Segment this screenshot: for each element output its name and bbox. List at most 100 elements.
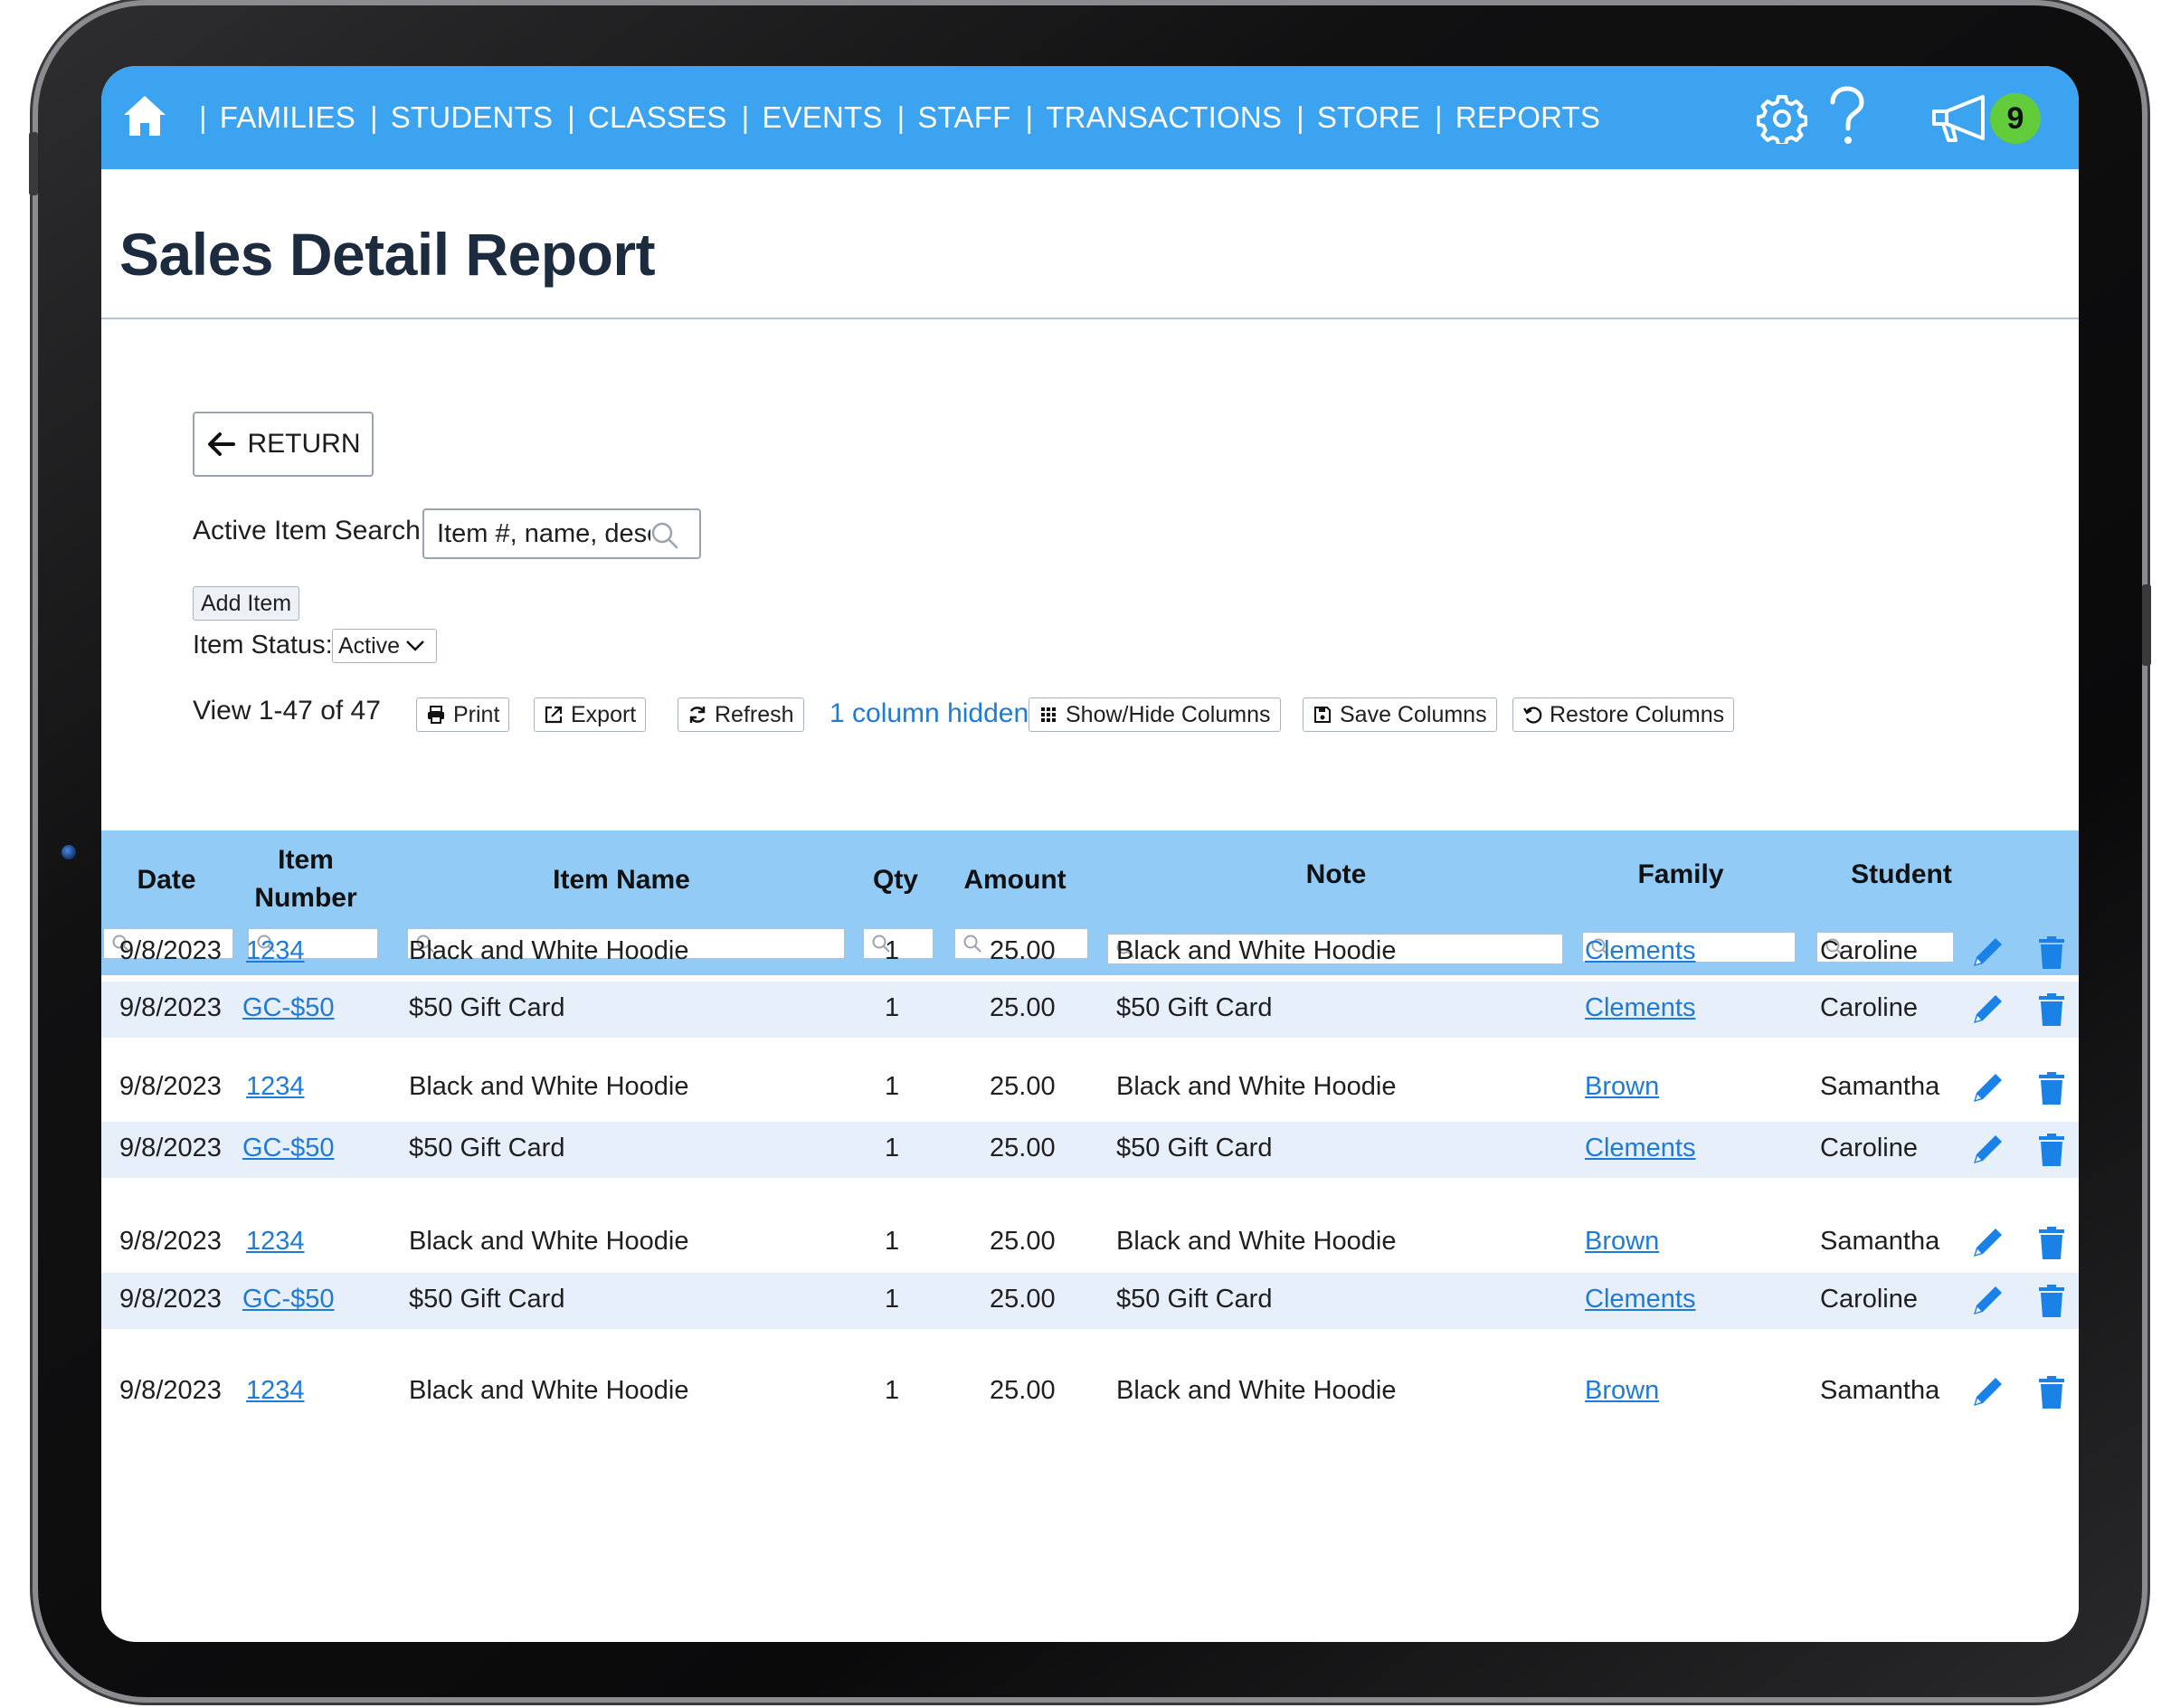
student-filter-input[interactable]: [1816, 932, 1954, 963]
return-label: RETURN: [247, 429, 361, 459]
cell-item-number[interactable]: GC-$50: [242, 1285, 335, 1314]
nav-separator: |: [1025, 100, 1034, 134]
qty-filter-input[interactable]: [863, 928, 934, 959]
cell-item-number[interactable]: GC-$50: [242, 993, 335, 1022]
item-name-filter-input[interactable]: [407, 928, 845, 959]
show-hide-columns-button[interactable]: Show/Hide Columns: [1029, 697, 1281, 732]
trash-icon[interactable]: [2037, 1375, 2066, 1409]
column-header-note[interactable]: Note: [1305, 859, 1367, 889]
cell-family[interactable]: Clements: [1585, 936, 1696, 965]
cell-date: 9/8/2023: [119, 1285, 222, 1314]
item-status-select[interactable]: Active: [332, 629, 437, 663]
nav-item-classes[interactable]: CLASSES: [587, 100, 727, 134]
nav-item-events[interactable]: EVENTS: [762, 100, 883, 134]
trash-icon[interactable]: [2037, 1284, 2066, 1318]
cell-item-number[interactable]: 1234: [246, 936, 305, 965]
cell-item-number[interactable]: 1234: [246, 1376, 305, 1405]
export-button[interactable]: Export: [534, 697, 647, 732]
pencil-icon[interactable]: [1970, 1373, 2006, 1409]
pencil-icon[interactable]: [1970, 1224, 2006, 1260]
refresh-button[interactable]: Refresh: [678, 697, 804, 732]
return-button[interactable]: RETURN: [193, 412, 374, 477]
print-button[interactable]: Print: [416, 697, 510, 732]
item-search-input[interactable]: [435, 510, 652, 557]
trash-icon[interactable]: [2037, 992, 2066, 1027]
trash-icon[interactable]: [2037, 1133, 2066, 1167]
nav-separator: |: [896, 100, 905, 134]
column-header-item-number[interactable]: Item Number: [233, 841, 378, 917]
item-search-label: Active Item Search:: [193, 516, 429, 546]
date-filter-input[interactable]: [103, 928, 233, 959]
search-icon: [1825, 938, 1844, 956]
cell-family[interactable]: Brown: [1585, 1227, 1660, 1256]
cell-item-name: Black and White Hoodie: [409, 1376, 689, 1405]
restore-columns-button[interactable]: Restore Columns: [1512, 697, 1735, 732]
column-header-date[interactable]: Date: [137, 865, 196, 895]
question-icon[interactable]: [1825, 86, 1867, 149]
print-label: Print: [453, 701, 500, 727]
note-filter-input[interactable]: [1107, 934, 1563, 964]
cell-family[interactable]: Clements: [1585, 993, 1696, 1022]
camera-dot: [62, 845, 76, 859]
pencil-icon[interactable]: [1970, 991, 2006, 1027]
cell-family[interactable]: Brown: [1585, 1376, 1660, 1405]
cell-note: $50 Gift Card: [1116, 1134, 1273, 1162]
pencil-icon[interactable]: [1970, 1131, 2006, 1167]
cell-item-name: Black and White Hoodie: [409, 1227, 689, 1256]
family-filter-input[interactable]: [1582, 932, 1796, 963]
column-header-qty[interactable]: Qty: [872, 865, 918, 895]
column-header-family[interactable]: Family: [1637, 859, 1724, 889]
nav-item-reports[interactable]: REPORTS: [1455, 100, 1601, 134]
cell-student: Samantha: [1820, 1376, 1940, 1405]
trash-icon[interactable]: [2037, 935, 2066, 970]
cell-amount: 25.00: [990, 1072, 1056, 1101]
column-header-item-name[interactable]: Item Name: [553, 865, 690, 895]
cell-amount: 25.00: [990, 936, 1056, 965]
cell-item-name: $50 Gift Card: [409, 1134, 565, 1162]
cell-family[interactable]: Brown: [1585, 1072, 1660, 1101]
item-number-filter-input[interactable]: [248, 928, 378, 959]
megaphone-icon[interactable]: [1930, 93, 1997, 146]
cell-item-number[interactable]: 1234: [246, 1072, 305, 1101]
restore-columns-label: Restore Columns: [1550, 701, 1725, 727]
add-item-button[interactable]: Add Item: [193, 586, 300, 621]
search-icon: [872, 935, 890, 953]
nav-item-transactions[interactable]: TRANSACTIONS: [1046, 100, 1283, 134]
amount-filter-input[interactable]: [954, 928, 1088, 959]
cell-amount: 25.00: [990, 993, 1056, 1022]
notification-badge[interactable]: 9: [1990, 93, 2041, 144]
column-header-amount[interactable]: Amount: [963, 865, 1067, 895]
search-icon: [112, 935, 130, 953]
nav-item-families[interactable]: FAMILIES: [219, 100, 356, 134]
item-status-value: Active: [338, 632, 401, 659]
cell-qty: 1: [885, 936, 900, 965]
gear-icon[interactable]: [1757, 93, 1807, 144]
home-icon[interactable]: [121, 93, 168, 138]
trash-icon[interactable]: [2037, 1071, 2066, 1105]
cell-item-number[interactable]: GC-$50: [242, 1134, 335, 1162]
cell-family[interactable]: Clements: [1585, 1285, 1696, 1314]
cell-amount: 25.00: [990, 1285, 1056, 1314]
search-icon: [416, 935, 434, 953]
view-count: View 1-47 of 47: [193, 696, 381, 726]
column-header-student[interactable]: Student: [1851, 859, 1952, 889]
nav-item-store[interactable]: STORE: [1316, 100, 1421, 134]
trash-icon[interactable]: [2037, 1226, 2066, 1260]
cell-item-number[interactable]: 1234: [246, 1227, 305, 1256]
nav-separator: |: [1296, 100, 1304, 134]
save-columns-button[interactable]: Save Columns: [1303, 697, 1497, 732]
cell-qty: 1: [885, 1285, 900, 1314]
pencil-icon[interactable]: [1970, 1069, 2006, 1105]
columns-hidden-link[interactable]: 1 column hidden: [830, 698, 1029, 728]
pencil-icon[interactable]: [1970, 1282, 2006, 1318]
cell-student: Caroline: [1820, 936, 1918, 965]
cell-family[interactable]: Clements: [1585, 1134, 1696, 1162]
table-row: 9/8/2023 GC-$50 $50 Gift Card 1 25.00 $50 Gif…: [101, 1122, 2079, 1178]
export-icon: [545, 706, 563, 724]
nav-separator: |: [199, 100, 207, 134]
pencil-icon[interactable]: [1970, 934, 2006, 970]
search-icon: [1116, 940, 1134, 958]
nav-item-students[interactable]: STUDENTS: [390, 100, 554, 134]
cell-student: Caroline: [1820, 1134, 1918, 1162]
nav-item-staff[interactable]: STAFF: [917, 100, 1011, 134]
